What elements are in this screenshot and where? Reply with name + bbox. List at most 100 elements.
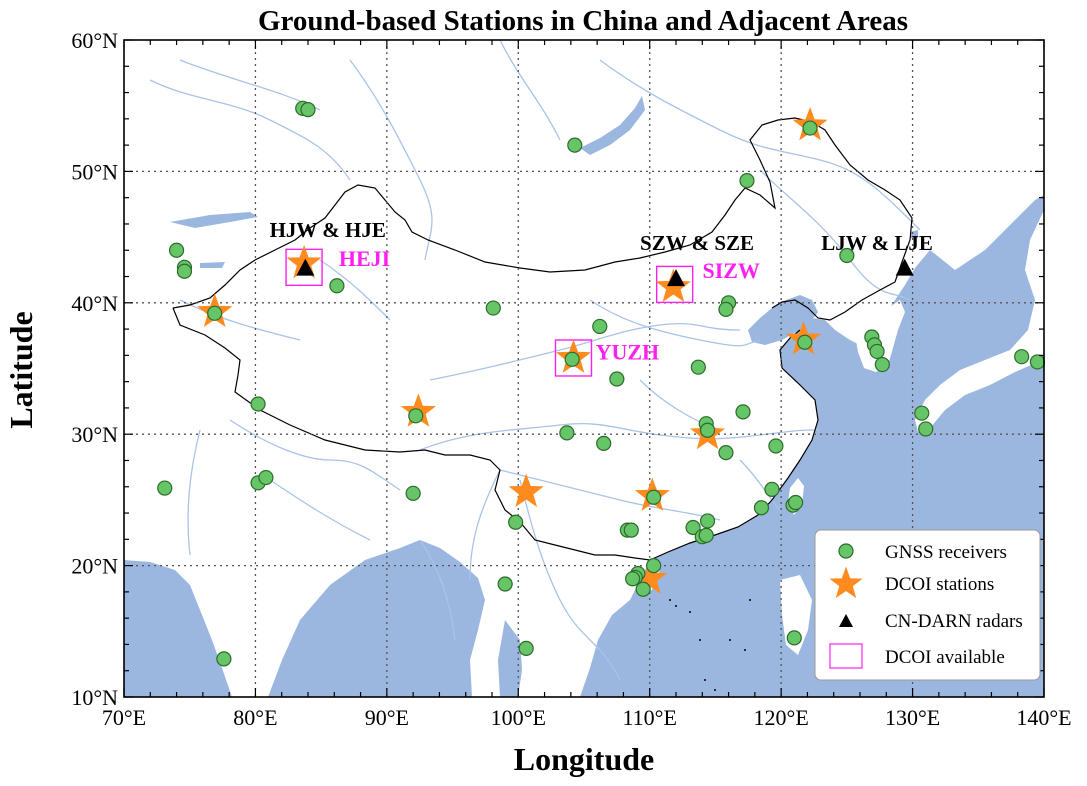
- gnss-receiver-46: [698, 527, 714, 543]
- y-tick-label-4: 50°N: [71, 159, 118, 184]
- gnss-receiver-41: [508, 514, 524, 530]
- gnss-receiver-8: [207, 305, 223, 321]
- y-tick-label-0: 10°N: [71, 685, 118, 710]
- gnss-receiver-20: [1014, 349, 1030, 365]
- gnss-receiver-51: [787, 494, 804, 511]
- gnss-receiver-23: [609, 371, 625, 387]
- gnss-receiver-47: [699, 513, 716, 529]
- dcoi-station-star-5: [508, 473, 544, 507]
- station-annotation-4: LJW & LJE: [821, 231, 933, 255]
- station-annotations: HJW & HJE HEJI SZW & SZE SIZW LJW & LJE YUZH: [270, 218, 933, 364]
- cn-darn-radar-0: [296, 258, 315, 276]
- ocean-bengal: [268, 540, 485, 697]
- gnss-receiver-22: [564, 351, 580, 367]
- x-tick-label-3: 100°E: [491, 705, 546, 730]
- lake-issyk-kul: [200, 262, 225, 268]
- gnss-receiver-13: [718, 301, 734, 317]
- gnss-receiver-18: [869, 343, 885, 360]
- y-axis-label: Latitude: [3, 311, 39, 428]
- gnss-receiver-48: [753, 500, 770, 516]
- y-tick-label-2: 30°N: [71, 422, 118, 447]
- x-tick-label-0: 70°E: [102, 705, 146, 730]
- ocean-andaman: [498, 620, 522, 697]
- legend-radar-label: CN-DARN radars: [885, 611, 1023, 632]
- plot-frame: [123, 39, 1045, 698]
- lake-balkhash: [170, 212, 258, 228]
- gnss-receiver-3: [802, 120, 818, 136]
- gnss-receiver-4: [739, 172, 755, 189]
- legend-gnss-label: GNSS receivers: [885, 542, 1007, 563]
- ocean-indian: [124, 560, 232, 697]
- x-tick-label-1: 80°E: [233, 705, 277, 730]
- gnss-receiver-38: [258, 469, 274, 486]
- gnss-receiver-9: [329, 278, 345, 294]
- gnss-receiver-36: [157, 480, 173, 496]
- x-tick-label-7: 140°E: [1016, 705, 1071, 730]
- gnss-receiver-49: [764, 481, 780, 497]
- station-annotation-3: SIZW: [702, 258, 759, 283]
- gnss-receiver-39: [405, 485, 421, 501]
- gnss-receiver-32: [718, 444, 734, 461]
- gnss-receiver-59: [518, 640, 534, 656]
- axis-ticks: [123, 39, 1045, 698]
- cn-darn-radar-2: [895, 258, 914, 276]
- gnss-receiver-30: [699, 422, 716, 438]
- gnss-receiver-57: [497, 576, 513, 592]
- legend-radar-symbol: [839, 614, 853, 627]
- axis-tick-labels: 70°E 80°E 90°E 100°E 110°E 120°E 130°E 140°E 10°…: [71, 28, 1071, 730]
- y-tick-label-5: 60°N: [71, 28, 118, 53]
- ocean-bohai: [748, 295, 818, 345]
- y-tick-label-3: 40°N: [71, 291, 118, 316]
- gnss-receiver-14: [839, 247, 855, 264]
- china-border: [172, 117, 913, 321]
- legend-dcoi-label: DCOI stations: [885, 574, 994, 595]
- station-annotation-0: HJW & HJE: [270, 218, 386, 242]
- gnss-receiver-10: [485, 300, 501, 316]
- gnss-receiver-15: [797, 334, 813, 350]
- legend-gnss-symbol: [838, 543, 854, 559]
- gnss-receiver-40: [646, 489, 662, 505]
- station-annotation-1: HEJI: [339, 246, 390, 271]
- dcoi-available-box-2: [655, 265, 694, 304]
- markers-layer: [157, 100, 1046, 667]
- x-axis-label: Longitude: [514, 741, 654, 777]
- gnss-receiver-25: [250, 396, 266, 412]
- chart-title: Ground-based Stations in China and Adjac…: [258, 5, 908, 37]
- rivers: [149, 40, 921, 681]
- x-tick-label-6: 130°E: [885, 705, 940, 730]
- gnss-receiver-24: [690, 359, 706, 375]
- gnss-receiver-21: [1029, 354, 1046, 370]
- legend-available-label: DCOI available: [885, 647, 1005, 668]
- gnss-receiver-1: [300, 102, 316, 118]
- lake-baikal: [580, 96, 645, 155]
- gnss-receiver-56: [646, 557, 662, 574]
- gnss-receiver-27: [559, 425, 575, 441]
- legend: GNSS receivers DCOI stations CN-DARN rad…: [814, 529, 1041, 681]
- gnss-receiver-35: [918, 421, 934, 437]
- gnss-receiver-33: [768, 438, 784, 454]
- gnss-receiver-44: [685, 519, 701, 536]
- station-annotation-2: SZW & SZE: [640, 231, 754, 255]
- gnss-receiver-55: [635, 581, 651, 597]
- x-tick-label-5: 120°E: [754, 705, 809, 730]
- gnss-receiver-19: [874, 356, 890, 373]
- gnss-receiver-2: [567, 137, 583, 153]
- cn-darn-radar-1: [667, 269, 685, 287]
- gnss-receiver-28: [596, 435, 612, 451]
- legend-dcoi-symbol: [829, 566, 863, 599]
- x-tick-label-4: 110°E: [623, 705, 677, 730]
- y-tick-label-1: 20°N: [71, 554, 118, 579]
- x-tick-label-2: 90°E: [365, 705, 409, 730]
- gnss-receiver-31: [735, 404, 751, 420]
- china-border-west: [172, 307, 651, 561]
- gnss-receiver-26: [408, 408, 424, 424]
- gnss-receiver-5: [168, 242, 185, 258]
- gnss-receiver-43: [623, 522, 639, 538]
- gnss-receiver-34: [914, 405, 930, 421]
- island-dots: [669, 599, 751, 691]
- gnss-receiver-54: [625, 571, 641, 587]
- station-annotation-5: YUZH: [596, 339, 660, 364]
- legend-box-symbol: [829, 643, 863, 669]
